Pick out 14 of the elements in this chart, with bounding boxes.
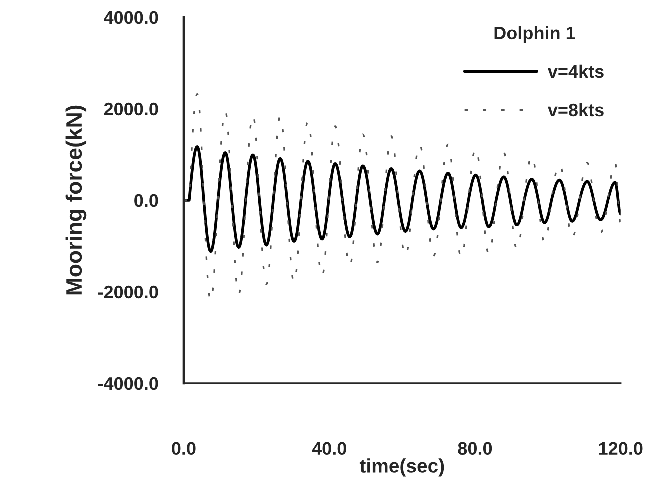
legend-label: v=8kts [548, 103, 604, 117]
x-tick-label: 40.0 [312, 442, 346, 456]
legend-title: Dolphin 1 [494, 26, 576, 44]
x-tick-label: 120.0 [599, 442, 643, 456]
y-axis-title: Mooring force(kN) [66, 106, 87, 295]
y-tick-label: 2000.0 [104, 102, 158, 116]
x-axis-title: time(sec) [360, 458, 444, 477]
x-tick-label: 0.0 [172, 442, 196, 456]
y-tick-label: 0.0 [134, 194, 158, 208]
y-tick-label: 4000.0 [104, 11, 158, 24]
legend-label: v=4kts [548, 64, 604, 78]
y-tick-label: -4000.0 [98, 377, 158, 390]
y-tick-label: -2000.0 [98, 286, 158, 299]
x-tick-label: 80.0 [458, 442, 492, 456]
